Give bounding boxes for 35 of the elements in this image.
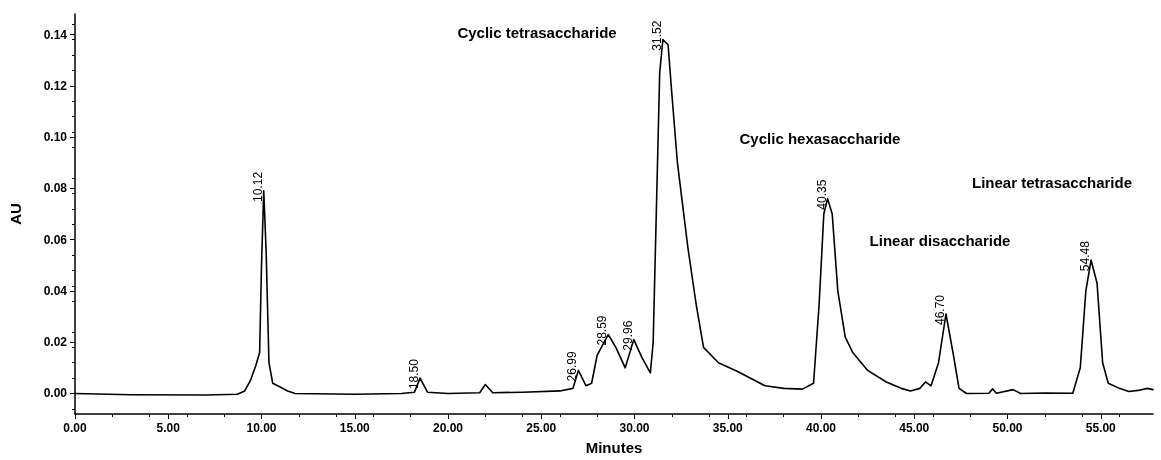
x-tick-label: 15.00	[339, 421, 371, 435]
annotation: 46.70	[932, 294, 947, 326]
annotation: 40.35	[814, 179, 829, 210]
annotation: 18.50	[407, 358, 422, 390]
x-tick-label: 45.00	[899, 421, 930, 435]
x-tick-label: 25.00	[526, 421, 557, 435]
x-tick-label: 30.00	[619, 421, 650, 435]
x-tick-label: 5.00	[156, 421, 181, 435]
annotation: 29.96	[620, 320, 635, 351]
annotation: 31.52	[649, 20, 664, 51]
x-tick-label: 10.00	[246, 421, 277, 435]
x-tick-label: 50.00	[992, 421, 1023, 435]
annotation: Linear tetrasaccharide	[971, 173, 1133, 191]
x-tick-label: 20.00	[432, 421, 464, 435]
x-axis-title: Minutes	[585, 439, 643, 456]
x-tick-label: 40.00	[806, 421, 837, 435]
y-tick-label: 0.02	[43, 335, 68, 350]
y-tick-label: 0.14	[43, 27, 68, 42]
annotation: 26.99	[565, 351, 580, 382]
annotation: 54.48	[1078, 240, 1093, 272]
y-axis-title: AU	[7, 203, 24, 225]
annotation: Linear disaccharide	[869, 231, 1011, 249]
x-tick-label: 35.00	[712, 421, 744, 435]
annotation: Cyclic tetrasaccharide	[457, 23, 617, 41]
annotation: 28.59	[595, 315, 610, 346]
y-tick-label: 0.08	[43, 181, 68, 196]
x-tick-label: 0.00	[63, 421, 87, 435]
x-tick-label: 55.00	[1085, 421, 1117, 435]
annotation: 10.12	[250, 171, 265, 202]
y-tick-label: 0.10	[43, 130, 68, 145]
annotation: Cyclic hexasaccharide	[739, 129, 901, 147]
y-tick-label: 0.12	[43, 78, 68, 93]
y-tick-label: 0.00	[43, 386, 68, 401]
y-tick-label: 0.04	[43, 283, 68, 298]
y-tick-label: 0.06	[43, 232, 68, 247]
